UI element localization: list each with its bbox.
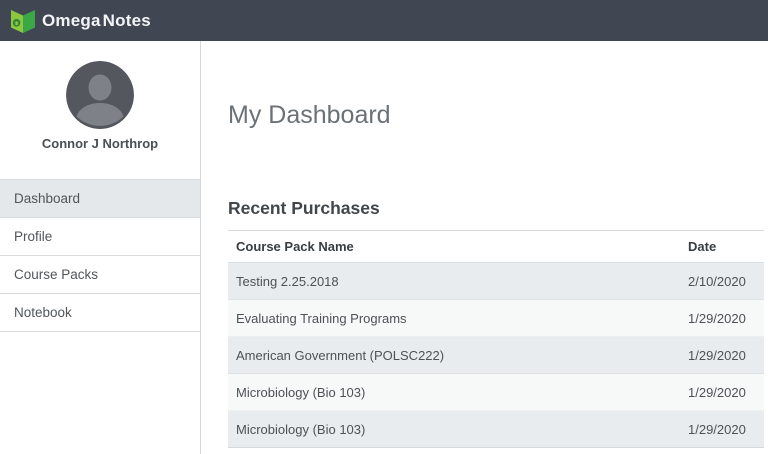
omeganotes-book-icon (11, 10, 35, 33)
table-body: Testing 2.25.2018 2/10/2020 Evaluating Tra… (228, 262, 764, 448)
user-name: Connor J Northrop (41, 136, 159, 151)
brand-logo[interactable]: Omega Notes (10, 7, 151, 34)
main-content: My Dashboard Recent Purchases Course Pac… (201, 41, 768, 454)
brand-name: Omega Notes (42, 11, 151, 31)
course-pack-name-cell: Testing 2.25.2018 (236, 273, 339, 289)
sidebar-item-label: Course Packs (14, 267, 99, 282)
column-header-date: Date (680, 230, 764, 263)
course-pack-name-cell: Evaluating Training Programs (228, 300, 680, 337)
profile-section: Connor J Northrop (0, 61, 200, 151)
course-pack-name-cell: American Government (POLSC222) (228, 337, 680, 374)
sidebar-item-dashboard[interactable]: Dashboard (0, 180, 200, 218)
table-header: Course Pack Name Date (228, 230, 764, 263)
course-pack-name-cell: Microbiology (Bio 103) (228, 410, 680, 448)
sidebar-item-label: Profile (14, 229, 53, 244)
table-row: Evaluating Training Programs 1/29/2020 (228, 299, 764, 337)
table-row: Testing 2.25.2018 2/10/2020 (228, 262, 764, 300)
date-cell: 1/29/2020 (680, 374, 764, 411)
sidebar-item-course-packs[interactable]: Course Packs (0, 256, 200, 294)
sidebar-item-notebook[interactable]: Notebook (0, 294, 200, 332)
top-header-bar: Omega Notes (0, 0, 768, 41)
date-cell: 2/10/2020 (688, 273, 746, 289)
sidebar-nav: Dashboard Profile Course Packs Notebook (0, 179, 200, 332)
table-row: American Government (POLSC222) 1/29/2020 (228, 336, 764, 374)
column-header-course-pack-name: Course Pack Name (228, 230, 680, 263)
page-layout: Connor J Northrop Dashboard Profile Course… (0, 41, 768, 454)
user-avatar (66, 61, 134, 129)
date-cell: 1/29/2020 (680, 410, 764, 448)
page-title: My Dashboard (228, 101, 391, 129)
brand-name-part1: Omega (42, 10, 101, 30)
recent-purchases-heading: Recent Purchases (228, 198, 380, 218)
table-header-row: Course Pack Name Date (228, 230, 764, 263)
table-row: Microbiology (Bio 103) 1/29/2020 (228, 373, 764, 411)
date-cell: 1/29/2020 (680, 337, 764, 374)
recent-purchases-table: Course Pack Name Date Testing 2.25.2018 2… (228, 230, 764, 448)
sidebar-item-profile[interactable]: Profile (0, 218, 200, 256)
sidebar: Connor J Northrop Dashboard Profile Course… (0, 41, 201, 454)
brand-name-part2: Notes (102, 10, 151, 30)
sidebar-item-label: Notebook (14, 305, 72, 320)
table-row: Microbiology (Bio 103) 1/29/2020 (228, 410, 764, 448)
course-pack-name-cell: Microbiology (Bio 103) (228, 374, 680, 411)
sidebar-item-label: Dashboard (14, 191, 81, 206)
date-cell: 1/29/2020 (680, 300, 764, 337)
